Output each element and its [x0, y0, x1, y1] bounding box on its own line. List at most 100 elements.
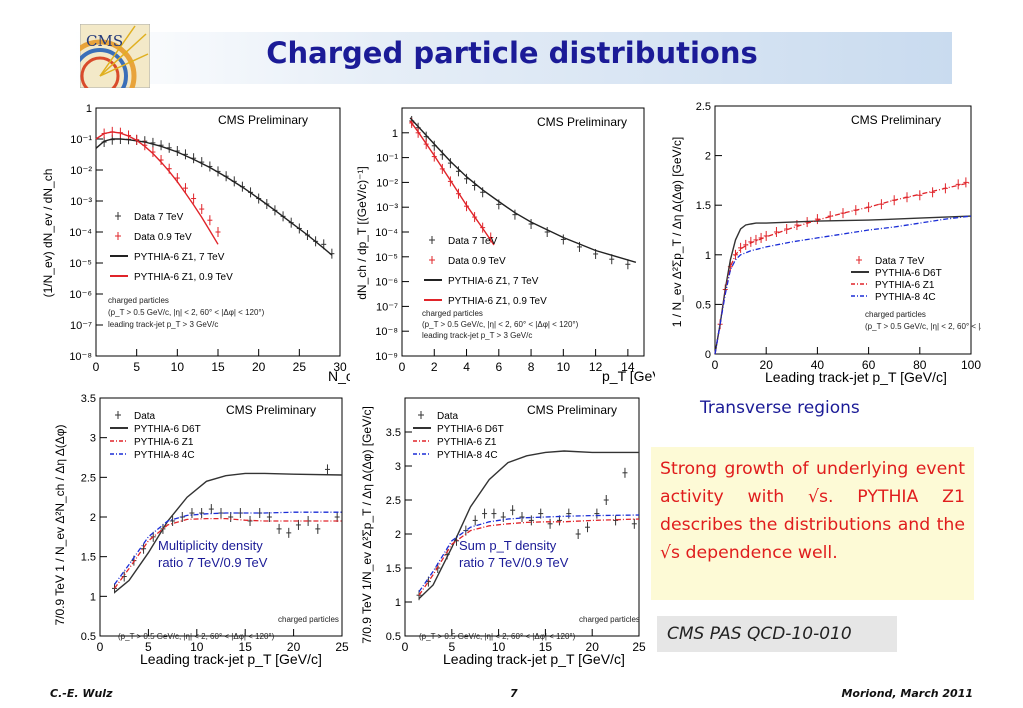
- x-tick-label: 10: [190, 640, 204, 654]
- legend-label: PYTHIA-6 Z1, 0.9 TeV: [134, 272, 233, 283]
- x-tick-label: 6: [495, 360, 502, 374]
- title-bar: [72, 32, 952, 84]
- cms-preliminary-label: CMS Preliminary: [851, 113, 941, 127]
- x-tick-label: 60: [862, 358, 876, 372]
- x-tick-label: 40: [811, 358, 825, 372]
- y-tick-label: 0: [705, 349, 711, 361]
- y-tick-label: 10⁻²: [70, 165, 92, 177]
- plot-pt-distribution: 0 2 4 6 8 10 12 14 1 10⁻¹ 10⁻² 10⁻³ 10⁻⁴ 10⁻⁵ 10⁻⁶ 10⁻⁷…: [352, 98, 655, 390]
- logo-text: CMS: [86, 32, 123, 50]
- plot-note: leading track-jet p_T > 3 GeV/c: [422, 331, 532, 340]
- series-line: [114, 472, 343, 593]
- plot-frame: [714, 105, 972, 355]
- legend-label: Data: [437, 411, 459, 422]
- x-tick-label: 25: [335, 640, 349, 654]
- y-tick-label: 10⁻⁶: [375, 277, 398, 289]
- y-tick-label: 3.5: [81, 393, 96, 405]
- y-tick-label: 1: [705, 250, 711, 262]
- x-tick-label: 25: [293, 360, 307, 374]
- x-axis-label: Leading track-jet p_T [GeV/c]: [765, 369, 947, 385]
- series-line: [113, 517, 342, 589]
- legend-label: PYTHIA-6 D6T: [875, 268, 942, 279]
- chart-sumpt-ratio: 0 5 10 15 20 25 0.5 1 1.5 2 2.5 3 3.5 Leading track-j…: [360, 397, 646, 667]
- y-tick-label: 0.5: [81, 631, 96, 643]
- x-axis-label: Leading track-jet p_T [GeV/c]: [443, 651, 625, 667]
- plot-note: charged particles: [422, 309, 483, 318]
- series-line: [409, 117, 637, 263]
- y-tick-label: 1.5: [81, 552, 96, 564]
- legend-label: Data 0.9 TeV: [134, 232, 192, 243]
- y-tick-label: 10⁻³: [376, 202, 398, 214]
- x-tick-label: 10: [557, 360, 571, 374]
- series-line: [714, 181, 972, 355]
- legend-label: PYTHIA-6 Z1: [875, 280, 935, 291]
- plot-sumpt-ratio: 0 5 10 15 20 25 0.5 1 1.5 2 2.5 3 3.5 Leading track-j…: [355, 390, 647, 680]
- x-tick-label: 2: [431, 360, 438, 374]
- plot-note: (p_T > 0.5 GeV/c, |η| < 2, 60° < |Δφ| < …: [118, 632, 275, 641]
- plot-note: (p_T > 0.5 GeV/c, |η| < 2, 60° < |Δφ| < …: [108, 308, 265, 317]
- y-tick-label: 10⁻⁴: [375, 227, 398, 239]
- x-tick-label: 0: [93, 360, 100, 374]
- chart-nch: 0 5 10 15 20 25 30 1 10⁻¹ 10⁻² 10⁻³ 10⁻⁴ 10⁻⁵ 10⁻⁶ 10⁻…: [41, 103, 350, 384]
- x-tick-label: 0: [97, 640, 104, 654]
- legend-label: PYTHIA-6 D6T: [437, 424, 504, 435]
- x-axis-label: p_T [GeV/c]: [602, 368, 655, 384]
- plot-frame: [401, 107, 645, 357]
- plot-note: (p_T > 0.5 GeV/c, |η| < 2, 60° < |Δφ| < …: [422, 320, 579, 329]
- plot-note: leading track-jet p_T > 3 GeV/c: [108, 320, 218, 329]
- transverse-regions-caption: Transverse regions: [700, 398, 860, 418]
- legend-label: PYTHIA-6 Z1, 7 TeV: [448, 276, 539, 287]
- x-tick-label: 0: [712, 358, 719, 372]
- chart-mult-ratio: 0 5 10 15 20 25 0.5 1 1.5 2 2.5 3 3.5 Leading track-j…: [53, 393, 349, 667]
- plot-note: charged particles: [579, 615, 640, 624]
- legend-label: Data 0.9 TeV: [448, 256, 506, 267]
- x-tick-label: 8: [528, 360, 535, 374]
- plot-note: Multiplicity density: [158, 538, 263, 553]
- x-axis-label: N_ch: [328, 368, 350, 384]
- footer-author: C.-E. Wulz: [50, 687, 113, 700]
- x-tick-label: 15: [539, 640, 553, 654]
- reference-label: CMS PAS QCD-10-010: [657, 616, 897, 652]
- plot-mult-ratio: 0 5 10 15 20 25 0.5 1 1.5 2 2.5 3 3.5 Leading track-j…: [48, 390, 350, 680]
- x-tick-label: 20: [586, 640, 600, 654]
- plot-note: Sum p_T density: [459, 538, 557, 553]
- y-tick-label: 1.5: [696, 200, 711, 212]
- y-axis-label: 7/0.9 TeV 1 / N_ev Δ²N_ch / Δη Δ(Δφ): [53, 424, 67, 625]
- y-axis-label: 7/0.9 TeV 1/N_ev Δ²Σp_T / Δη Δ(Δφ) [GeV/…: [360, 406, 374, 644]
- y-tick-label: 10⁻²: [376, 177, 398, 189]
- legend-label: PYTHIA-6 Z1: [437, 437, 497, 448]
- y-tick-label: 10⁻⁹: [375, 351, 398, 363]
- y-tick-label: 2: [90, 512, 96, 524]
- y-tick-label: 10⁻⁸: [69, 351, 92, 363]
- plot-note: (p_T > 0.5 GeV/c, |η| < 2, 60° < |Δφ| < …: [419, 632, 576, 641]
- legend-label: PYTHIA-8 4C: [134, 450, 195, 461]
- y-tick-label: 1: [86, 103, 92, 115]
- x-tick-label: 15: [239, 640, 253, 654]
- y-tick-label: 2.5: [81, 472, 96, 484]
- series-line: [113, 511, 342, 585]
- series-line: [714, 215, 972, 355]
- y-tick-label: 1: [395, 597, 401, 609]
- legend-label: Data 7 TeV: [134, 212, 184, 223]
- cms-preliminary-label: CMS Preliminary: [537, 115, 627, 129]
- y-tick-label: 3: [90, 433, 96, 445]
- series-line: [714, 215, 972, 355]
- plot-note: charged particles: [865, 310, 926, 319]
- summary-box: Strong growth of underlying event activi…: [651, 447, 974, 600]
- y-axis-label: (1/N_ev) dN_ev / dN_ch: [41, 169, 55, 298]
- y-tick-label: 2.5: [386, 495, 401, 507]
- x-tick-label: 25: [632, 640, 646, 654]
- chart-pt: 0 2 4 6 8 10 12 14 1 10⁻¹ 10⁻² 10⁻³ 10⁻⁴ 10⁻⁵ 10⁻⁶ 10⁻⁷…: [355, 107, 655, 384]
- x-tick-label: 20: [252, 360, 266, 374]
- plot-note: ratio 7 TeV/0.9 TeV: [158, 555, 268, 570]
- x-tick-label: 5: [448, 640, 455, 654]
- legend-label: PYTHIA-8 4C: [437, 450, 498, 461]
- y-tick-label: 10⁻⁷: [376, 301, 398, 313]
- plot-note: ratio 7 TeV/0.9 TeV: [459, 555, 569, 570]
- x-tick-label: 4: [463, 360, 470, 374]
- legend-label: PYTHIA-6 Z1: [134, 437, 194, 448]
- cms-preliminary-label: CMS Preliminary: [226, 403, 316, 417]
- series-line: [418, 514, 640, 593]
- y-tick-label: 10⁻⁵: [375, 252, 398, 264]
- footer-event: Moriond, March 2011: [841, 687, 973, 700]
